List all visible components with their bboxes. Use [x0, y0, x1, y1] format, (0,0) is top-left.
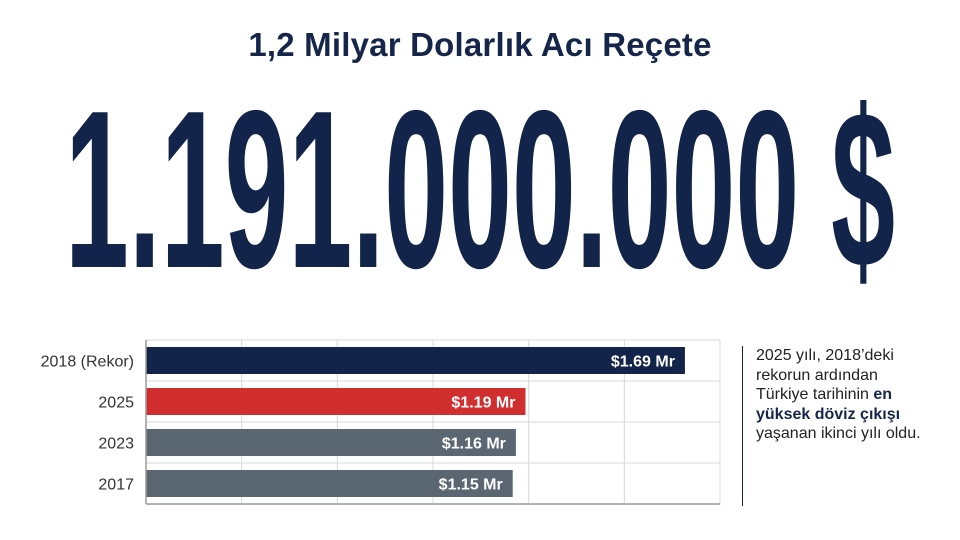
side-note: 2025 yılı, 2018’deki rekorun ardından Tü…	[756, 346, 956, 444]
note-line-4-bold: yüksek döviz çıkışı	[756, 405, 901, 423]
note-line-3-text: Türkiye tarihinin	[756, 386, 874, 403]
category-label: 2017	[98, 477, 134, 494]
category-label: 2023	[98, 436, 134, 453]
note-line-3-bold: en	[873, 386, 893, 403]
bar-chart: 2018 (Rekor) $1.69 Mr 2025 $1.19 Mr 2023 $1.1…	[0, 330, 730, 510]
note-line-4: yüksek döviz çıkışı	[756, 405, 956, 425]
bar-value-label: $1.16 Mr	[442, 436, 506, 453]
category-label: 2025	[98, 395, 134, 412]
headline-amount-block: 1.191.000.000 $	[0, 82, 960, 292]
note-line-1: 2025 yılı, 2018’deki	[756, 347, 894, 364]
category-label: 2018 (Rekor)	[41, 354, 134, 371]
bar	[146, 429, 516, 456]
note-line-5: yaşanan ikinci yılı oldu.	[756, 425, 921, 442]
bar	[146, 470, 513, 497]
headline-amount: 1.191.000.000 $	[65, 82, 895, 292]
note-divider	[742, 346, 743, 506]
bar-chart-svg: 2018 (Rekor) $1.69 Mr 2025 $1.19 Mr 2023 $1.1…	[41, 339, 721, 505]
bar-value-label: $1.69 Mr	[611, 354, 675, 371]
note-line-3: Türkiye tarihinin en	[756, 385, 956, 405]
bar-value-label: $1.19 Mr	[451, 395, 515, 412]
headline-amount-svg: 1.191.000.000 $	[65, 82, 895, 292]
bar-value-label: $1.15 Mr	[439, 477, 503, 494]
note-line-2: rekorun ardından	[756, 366, 878, 384]
page-title: 1,2 Milyar Dolarlık Acı Reçete	[248, 26, 712, 63]
bar	[146, 388, 526, 415]
bar	[146, 347, 685, 374]
